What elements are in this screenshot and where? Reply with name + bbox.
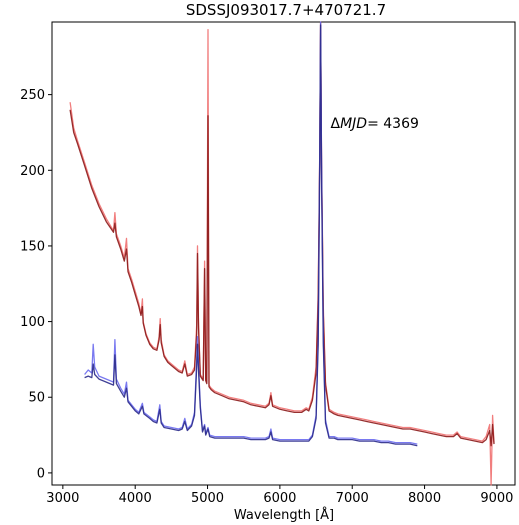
x-tick-label: 3000	[46, 491, 79, 506]
annotation-prefix: Δ	[331, 116, 341, 132]
y-ticks: 0 50 100 150 200 250	[20, 88, 52, 481]
x-tick-label: 4000	[119, 491, 152, 506]
spectrum-series-2	[69, 21, 495, 447]
x-tick-label: 7000	[336, 491, 369, 506]
y-tick-label: 150	[20, 239, 45, 254]
annotation-label: MJD	[340, 116, 367, 132]
y-tick-label: 250	[20, 88, 45, 103]
spectrum-series-4	[84, 24, 418, 447]
y-tick-label: 200	[20, 164, 45, 179]
spectrum-series-1	[69, 24, 495, 486]
y-tick-label: 0	[37, 466, 45, 481]
x-tick-label: 9000	[480, 491, 513, 506]
x-tick-label: 6000	[263, 491, 296, 506]
plot-frame	[51, 21, 516, 486]
x-tick-label: 8000	[408, 491, 441, 506]
x-axis-label: Wavelength [Å]	[234, 507, 334, 523]
chart-title: SDSSJ093017.7+470721.7	[186, 1, 386, 19]
y-tick-label: 50	[28, 391, 45, 406]
spectrum-series-3	[84, 21, 418, 445]
y-tick-label: 100	[20, 315, 45, 330]
annotation-suffix: = 4369	[367, 116, 419, 132]
series-layer	[69, 21, 495, 486]
x-tick-label: 5000	[191, 491, 224, 506]
delta-mjd-annotation: ΔMJD= 4369	[331, 116, 419, 132]
x-ticks: 3000 4000 5000 6000 7000 8000 9000	[46, 485, 513, 506]
